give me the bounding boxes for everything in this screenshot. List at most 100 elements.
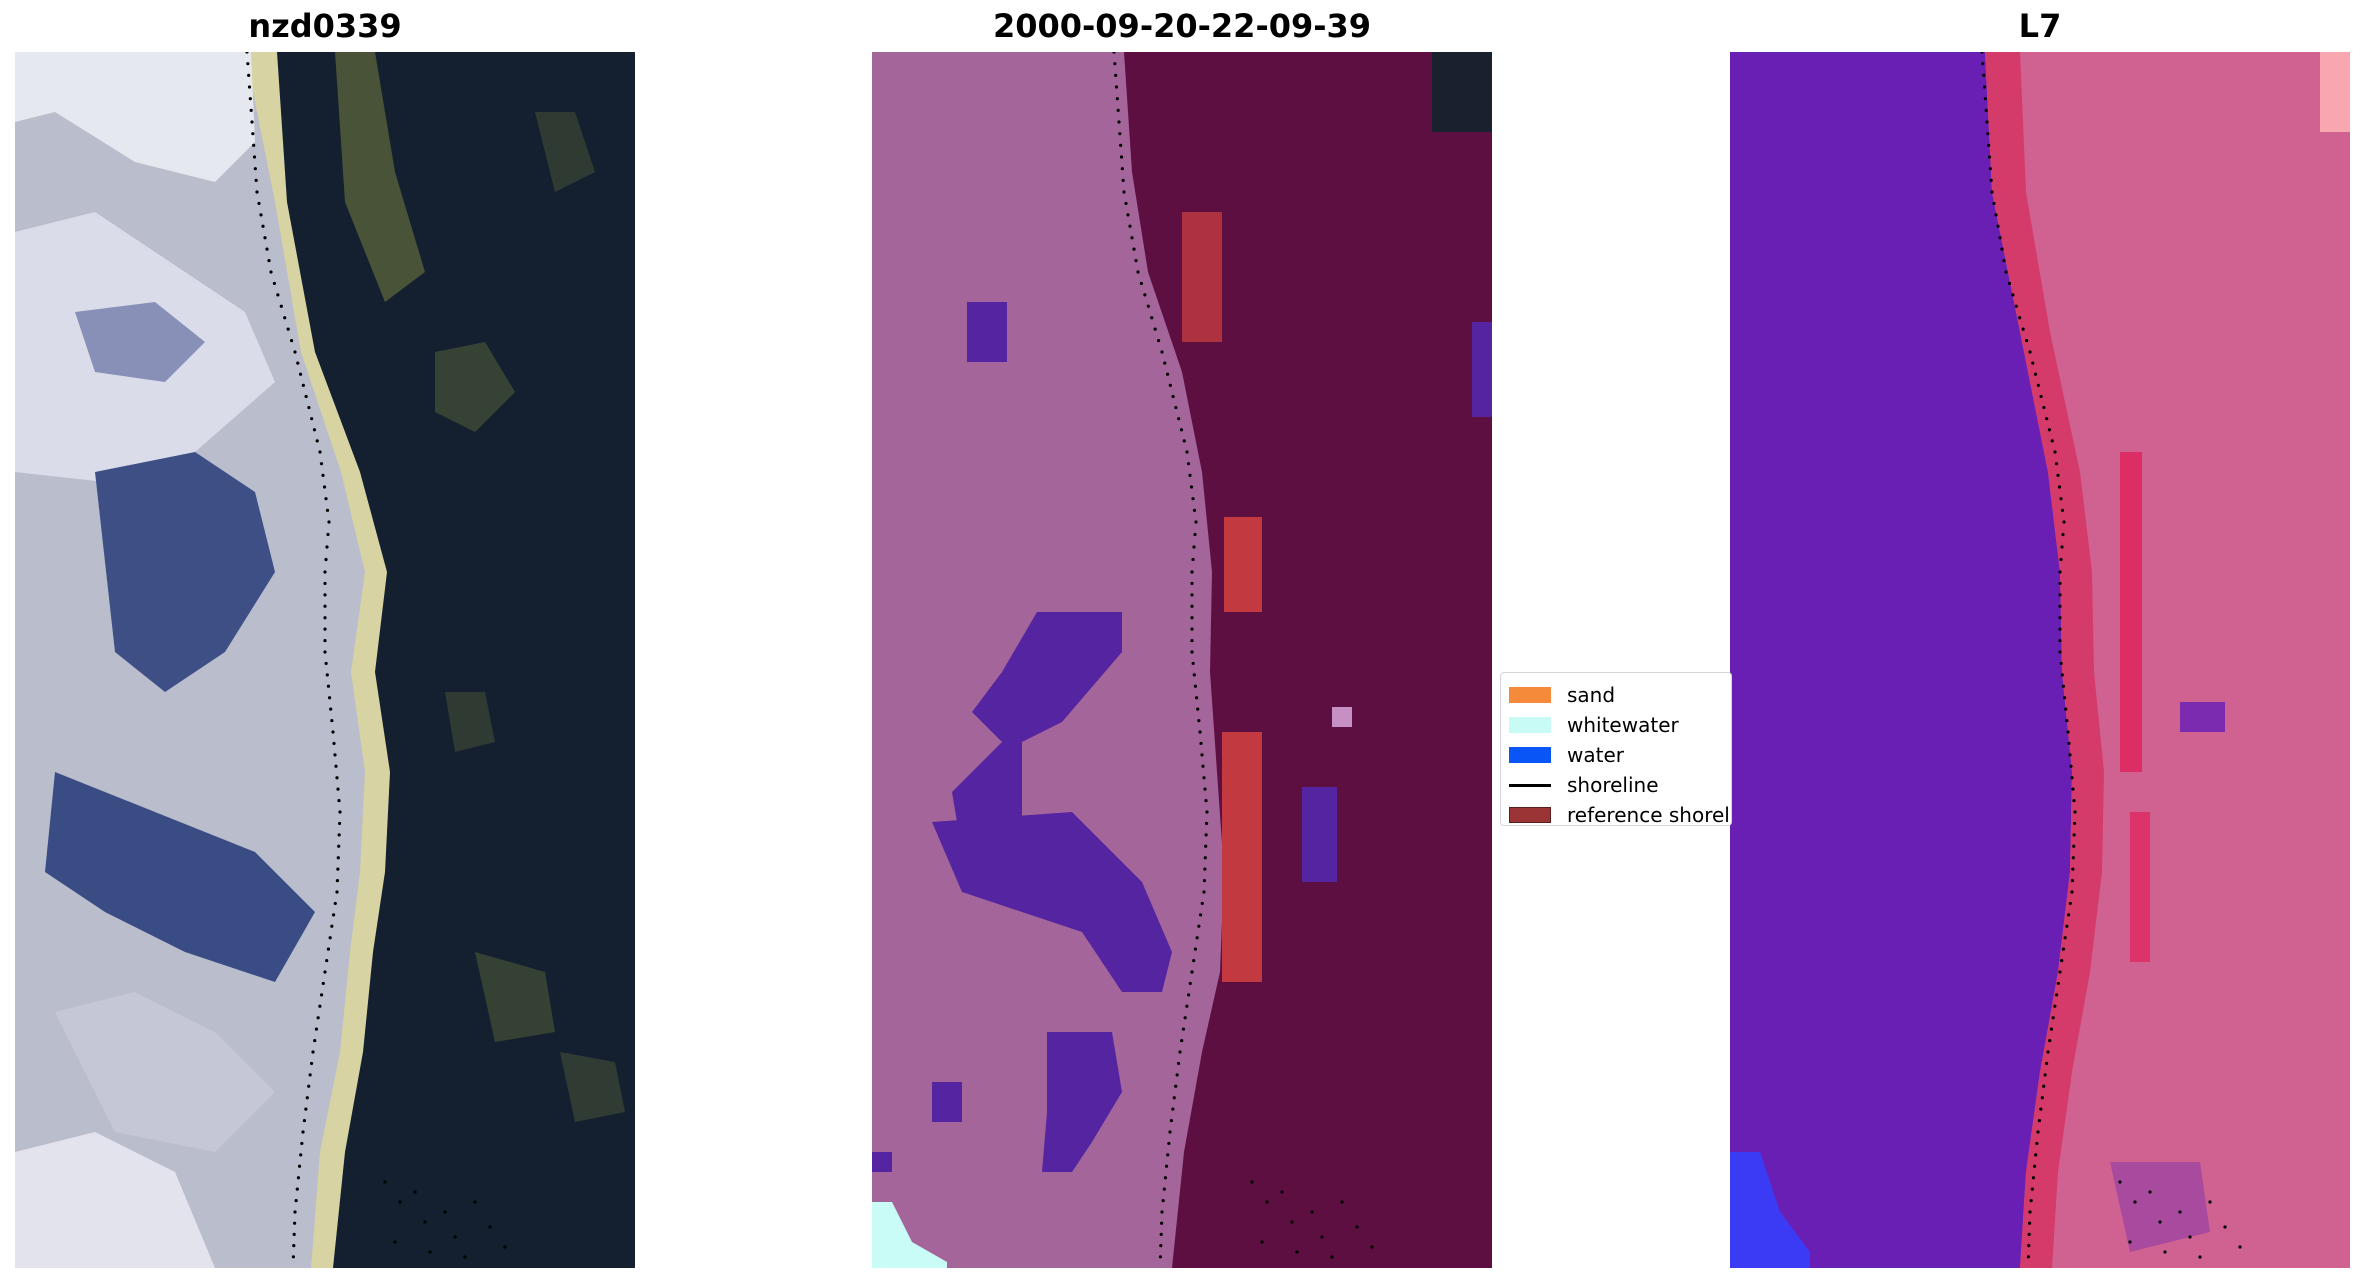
shoreline-dot [326, 947, 331, 951]
shoreline-dot [1204, 844, 1208, 848]
shoreline-dot [2050, 439, 2054, 443]
shoreline-dot [2058, 593, 2062, 597]
shoreline-dot [1126, 213, 1130, 217]
shoreline-dot [272, 281, 277, 286]
shoreline-dot [338, 810, 342, 814]
shoreline-dot [473, 1200, 477, 1204]
shoreline-dot [330, 718, 334, 723]
shoreline-dot [2028, 350, 2032, 354]
shoreline-dot [2188, 1235, 2192, 1239]
shoreline-dot [2036, 1130, 2040, 1134]
legend-swatch-reference-shoreline [1509, 807, 1551, 823]
shoreline-dot [1171, 1107, 1175, 1111]
shoreline-dot [2021, 327, 2025, 331]
shoreline-dot [2065, 924, 2069, 928]
shoreline-dot [1175, 1073, 1179, 1077]
shoreline-dot [333, 901, 337, 906]
shoreline-dot [2054, 993, 2059, 997]
shoreline-dot [1190, 570, 1194, 574]
shoreline-dot [1119, 155, 1124, 159]
shoreline-dot [286, 327, 290, 331]
shoreline-dot [1114, 73, 1118, 77]
shoreline-dot [2062, 696, 2067, 700]
shoreline-dot [1188, 981, 1192, 986]
shoreline-dot [324, 497, 328, 501]
shoreline-dot [1172, 1096, 1176, 1100]
shoreline-dot [319, 993, 324, 997]
shoreline-dot [309, 1061, 314, 1066]
shoreline-dot [1188, 473, 1192, 477]
shoreline-dot [329, 707, 333, 711]
shoreline-dot [1290, 1220, 1294, 1224]
shoreline-dot [1112, 52, 1116, 54]
shoreline-dot [1121, 178, 1125, 182]
shoreline-dot [2059, 661, 2063, 666]
shoreline-dot [326, 684, 331, 688]
shoreline-dot [279, 304, 283, 308]
shoreline-dot [2030, 1187, 2034, 1191]
shoreline-dot [269, 270, 273, 274]
shoreline-dot [2047, 428, 2052, 432]
shoreline-dot [1370, 1245, 1374, 1249]
shoreline-dot [1165, 372, 1170, 376]
shoreline-dot [2073, 810, 2077, 814]
legend-label-water: water [1567, 743, 1624, 767]
shoreline-dot [2051, 1016, 2055, 1020]
shoreline-dot [2208, 1200, 2212, 1204]
shoreline-dot [2066, 730, 2070, 734]
shoreline-dot [2060, 508, 2065, 512]
shoreline-dot [2163, 1250, 2167, 1254]
shoreline-dot [1182, 439, 1186, 443]
shoreline-dot [312, 428, 317, 432]
shoreline-dot [263, 236, 267, 240]
shoreline-dot [328, 936, 332, 940]
shoreline-dot [1199, 741, 1203, 746]
shoreline-dot [337, 798, 341, 803]
shoreline-dot [1982, 85, 1987, 89]
shoreline-dot [257, 201, 261, 206]
shoreline-dot [2053, 1004, 2057, 1008]
shoreline-dot [325, 958, 329, 963]
classified-image-panel [872, 52, 1492, 1268]
shoreline-dot [311, 1050, 315, 1054]
shoreline-dot [1122, 190, 1126, 194]
shoreline-dot [302, 1118, 307, 1123]
shoreline-dot [2028, 1210, 2032, 1214]
shoreline-dot [413, 1190, 417, 1194]
shoreline-dot [305, 1096, 309, 1100]
shoreline-dot [1996, 224, 2000, 228]
shoreline-dot [1156, 338, 1161, 343]
shoreline-dot [2032, 1164, 2037, 1168]
shoreline-dot [1190, 581, 1194, 586]
shoreline-dot [1198, 913, 1203, 917]
shoreline-dot [1150, 316, 1154, 320]
shoreline-dot [1986, 132, 1990, 136]
shoreline-dot [2035, 1141, 2039, 1146]
shoreline-dot [318, 1004, 322, 1008]
legend-item-sand: sand [1509, 682, 1615, 708]
shoreline-dot [2037, 1118, 2042, 1123]
l7-image [1730, 52, 2350, 1268]
shoreline-dot [325, 545, 329, 549]
shoreline-dot [255, 190, 259, 194]
shoreline-dot [1980, 52, 1984, 54]
shoreline-dot [1984, 108, 1988, 112]
shoreline-dot [249, 108, 253, 112]
shoreline-dot [1202, 878, 1207, 883]
shoreline-dot [2072, 833, 2076, 837]
shoreline-dot [2058, 638, 2062, 643]
shoreline-dot [337, 844, 341, 848]
shoreline-dot [2058, 616, 2062, 620]
shoreline-dot [1124, 201, 1128, 206]
shoreline-dot [1143, 293, 1147, 297]
shoreline-dot [310, 417, 314, 421]
panel-title-1: nzd0339 [248, 7, 402, 45]
shoreline-dot [2058, 650, 2062, 654]
shoreline-dot [1186, 462, 1191, 466]
shoreline-dot [2058, 570, 2062, 574]
shoreline-dot [2056, 473, 2060, 477]
shoreline-dot [336, 856, 340, 860]
shoreline-dot [1190, 650, 1194, 654]
shoreline-dot [1197, 924, 1201, 928]
shoreline-dot [2060, 673, 2064, 677]
